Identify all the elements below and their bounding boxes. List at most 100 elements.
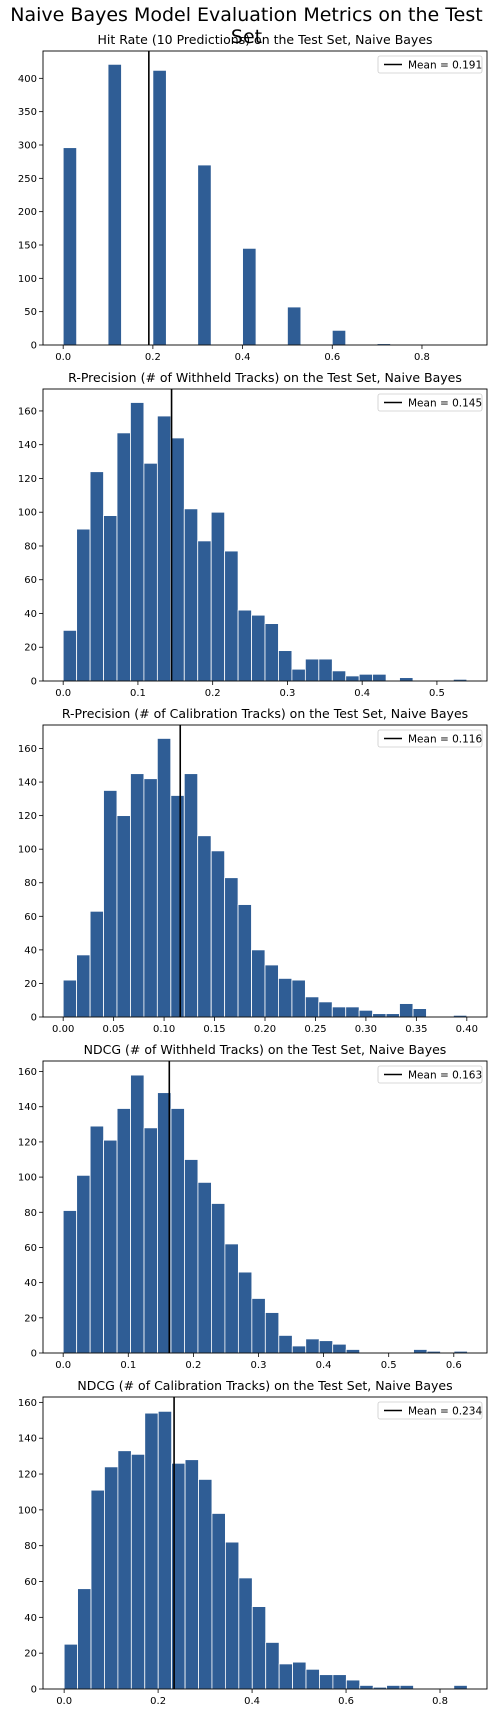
y-tick-label: 40 — [24, 945, 37, 956]
histogram-bar — [242, 247, 257, 346]
y-tick-label: 40 — [24, 1278, 37, 1289]
histogram-bar — [62, 147, 78, 346]
x-tick-label: 0.5 — [381, 1360, 397, 1371]
y-tick-label: 300 — [18, 141, 37, 152]
histogram-bar — [331, 1006, 347, 1018]
y-tick-label: 150 — [18, 241, 37, 252]
histogram-bar — [358, 673, 374, 682]
x-tick-label: 0.8 — [432, 1696, 448, 1707]
legend-label: Mean = 0.163 — [408, 1069, 482, 1081]
panel-title: Hit Rate (10 Predictions) on the Test Se… — [97, 32, 432, 47]
panel-title: R-Precision (# of Withheld Tracks) on th… — [68, 370, 462, 385]
legend-label: Mean = 0.116 — [408, 733, 482, 745]
histogram-bar — [130, 773, 145, 1018]
x-tick-label: 0.6 — [338, 1696, 354, 1707]
histogram-bar — [385, 1013, 400, 1018]
histogram-bar — [130, 1074, 145, 1354]
x-tick-label: 0.6 — [446, 1360, 462, 1371]
legend: Mean = 0.191 — [377, 55, 483, 74]
histogram-bar — [211, 1203, 226, 1354]
histogram-bar — [197, 540, 212, 682]
y-tick-label: 120 — [18, 811, 37, 822]
legend-box — [377, 393, 483, 412]
histogram-bar — [224, 877, 239, 1018]
histogram-bar — [89, 910, 104, 1018]
y-tick-label: 100 — [18, 1173, 37, 1184]
x-tick-label: 0.8 — [414, 352, 430, 363]
legend-box — [377, 729, 483, 748]
y-tick-label: 160 — [18, 1398, 37, 1409]
x-tick-label: 0.4 — [354, 688, 370, 699]
x-tick-label: 0.0 — [56, 1696, 72, 1707]
histogram-bar — [76, 954, 91, 1018]
histogram-bar — [89, 1125, 105, 1354]
x-tick-label: 0.10 — [153, 1024, 175, 1035]
histogram-bar — [143, 1127, 158, 1354]
y-tick-label: 0 — [31, 1685, 37, 1696]
histogram-bar — [318, 658, 333, 682]
y-tick-label: 0 — [31, 341, 37, 352]
x-tick-label: 0.4 — [316, 1360, 332, 1371]
histogram-bar — [304, 658, 320, 682]
y-tick-label: 100 — [18, 274, 37, 285]
histogram-bar — [184, 1159, 199, 1354]
histogram-bar — [238, 1577, 253, 1690]
y-tick-label: 100 — [18, 845, 37, 856]
histogram-bar — [264, 623, 279, 682]
histogram-bar — [211, 1513, 226, 1690]
histogram-bar — [359, 1685, 374, 1690]
histogram-bar — [210, 511, 226, 682]
y-tick-label: 350 — [18, 107, 37, 118]
x-tick-label: 0.30 — [355, 1024, 377, 1035]
y-tick-label: 140 — [18, 440, 37, 451]
x-tick-label: 0.20 — [254, 1024, 276, 1035]
x-tick-label: 0.2 — [150, 1696, 166, 1707]
histogram-bar — [291, 979, 306, 1018]
y-tick-label: 140 — [18, 1102, 37, 1113]
y-tick-label: 50 — [24, 307, 37, 318]
legend: Mean = 0.145 — [377, 393, 483, 412]
histogram-bar — [237, 904, 252, 1018]
histogram-bar — [62, 979, 78, 1018]
histogram-bar — [224, 1541, 240, 1690]
y-tick-label: 0 — [31, 677, 37, 688]
histogram-panel-3: R-Precision (# of Calibration Tracks) on… — [18, 706, 488, 1035]
histogram-panel-4: NDCG (# of Withheld Tracks) on the Test … — [18, 1042, 488, 1371]
histogram-bar — [412, 1008, 427, 1018]
histogram-bar — [453, 1685, 468, 1690]
histogram-bar — [156, 415, 172, 682]
histogram-bar — [197, 164, 212, 346]
y-tick-label: 120 — [18, 1470, 37, 1481]
histogram-bar — [130, 1453, 146, 1690]
histogram-bar — [292, 1661, 307, 1690]
y-tick-label: 20 — [24, 643, 37, 654]
figure-title: Naive Bayes Model Evaluation Metrics on … — [10, 4, 483, 48]
panel-title: NDCG (# of Withheld Tracks) on the Test … — [84, 1042, 447, 1057]
histogram-bar — [143, 462, 158, 682]
x-tick-label: 0.6 — [324, 352, 340, 363]
histogram-bar — [304, 996, 320, 1018]
y-tick-label: 0 — [31, 1349, 37, 1360]
histogram-bar — [152, 69, 167, 346]
histogram-bar — [278, 1663, 293, 1690]
legend-label: Mean = 0.234 — [408, 1405, 482, 1417]
y-tick-label: 120 — [18, 474, 37, 485]
histogram-bar — [331, 670, 347, 682]
y-tick-label: 200 — [18, 207, 37, 218]
panel-title: R-Precision (# of Calibration Tracks) on… — [62, 706, 468, 721]
histogram-bar — [251, 1298, 266, 1354]
y-tick-label: 60 — [24, 1577, 37, 1588]
histogram-bar — [264, 964, 279, 1018]
histogram-bar — [251, 614, 266, 682]
histogram-bar — [399, 677, 414, 682]
y-tick-label: 160 — [18, 1067, 37, 1078]
histogram-bar — [170, 1108, 185, 1354]
y-tick-label: 60 — [24, 1243, 37, 1254]
histogram-bar — [107, 63, 122, 346]
histogram-bar — [399, 1685, 414, 1690]
histogram-bar — [183, 773, 199, 1018]
y-tick-label: 0 — [31, 1013, 37, 1024]
axes-frame — [42, 1060, 488, 1354]
histogram-bar — [116, 432, 131, 682]
